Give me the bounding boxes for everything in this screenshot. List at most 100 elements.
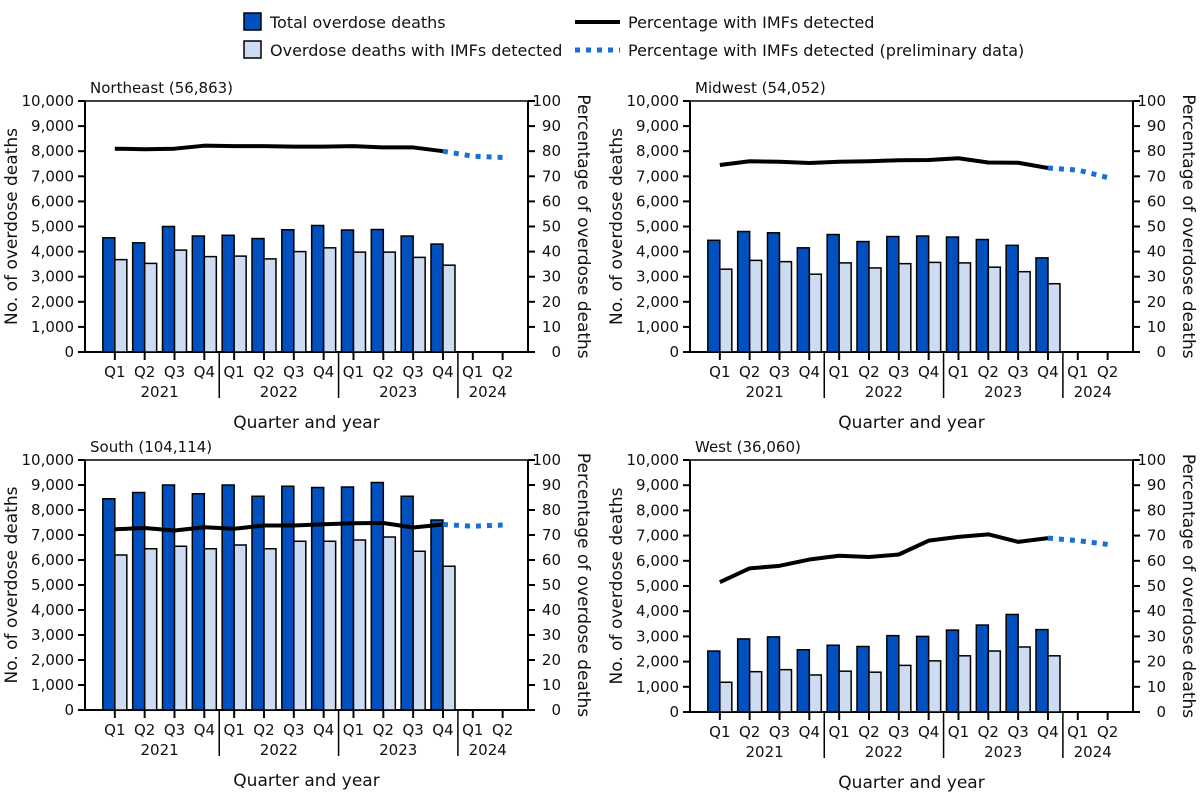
bar-imf — [1017, 646, 1031, 713]
bar-imf — [1047, 655, 1061, 713]
y-tick-label-left: 7,000 — [636, 167, 679, 185]
y-tick-label-right: 0 — [551, 343, 561, 361]
x-axis-title: Quarter and year — [233, 771, 379, 791]
x-tick-label: Q2 — [373, 721, 394, 739]
bar-imf — [957, 262, 972, 353]
line-pct-imf — [114, 143, 444, 154]
x-tick-label: Q3 — [888, 363, 909, 381]
y-tick-label-right: 50 — [542, 218, 561, 236]
bar-imf — [203, 255, 218, 353]
x-tick-label: Q1 — [462, 721, 483, 739]
x-tick-label: Q1 — [828, 363, 849, 381]
x-tick-label: Q1 — [709, 363, 730, 381]
y-tick-label-left: 3,000 — [31, 626, 74, 644]
y-tick-label-right: 20 — [1147, 653, 1166, 671]
x-tick-label: Q2 — [858, 363, 879, 381]
bar-total — [856, 645, 870, 713]
bar-imf — [748, 259, 763, 353]
y-tick-label-left: 7,000 — [636, 527, 679, 545]
x-tick-label: Q2 — [492, 363, 513, 381]
bar-imf — [322, 247, 337, 353]
legend-swatch-total — [243, 12, 262, 31]
bar-imf — [868, 671, 882, 713]
bar-total — [1005, 244, 1019, 353]
bar-total — [975, 238, 990, 353]
legend-label-pct: Percentage with IMFs detected — [628, 13, 874, 32]
x-tick-label: Q4 — [1037, 723, 1058, 741]
bar-imf — [987, 650, 1002, 713]
y-tick-label-right: 0 — [1156, 343, 1166, 361]
x-tick-label: Q4 — [799, 723, 820, 741]
bar-total — [766, 232, 781, 353]
bar-total — [856, 240, 870, 353]
y-tick-label-right: 40 — [542, 601, 561, 619]
y-tick-label-right: 100 — [1137, 92, 1166, 110]
bar-imf — [412, 550, 426, 711]
x-tick-label: Q2 — [373, 363, 394, 381]
y-axis-title-right: Percentage of overdose deaths — [1178, 94, 1198, 358]
x-tick-label: Q3 — [769, 723, 790, 741]
y-tick-label-left: 5,000 — [636, 218, 679, 236]
bar-total — [1035, 628, 1049, 713]
bar-imf — [143, 548, 158, 711]
legend: Total overdose deaths Overdose deaths wi… — [243, 12, 1024, 60]
line-pct-imf-preliminary — [442, 522, 503, 529]
x-tick-label: Q1 — [709, 723, 730, 741]
bar-imf — [927, 261, 942, 353]
x-tick-label: Q3 — [1007, 363, 1028, 381]
bar-total — [766, 636, 781, 713]
y-tick-label-left: 7,000 — [31, 526, 74, 544]
y-axis-title-left: No. of overdose deaths — [607, 128, 627, 325]
bar-total — [945, 629, 960, 713]
bar-total — [430, 519, 444, 711]
bar-total — [736, 230, 751, 353]
bar-imf — [838, 262, 852, 353]
bar-total — [707, 239, 721, 353]
bar-imf — [442, 264, 456, 353]
bar-total — [1005, 613, 1019, 713]
x-tick-label: Q1 — [223, 721, 244, 739]
y-tick-label-left: 1,000 — [31, 676, 74, 694]
panel-title: West (36,060) — [695, 438, 801, 456]
x-tick-label: Q3 — [888, 723, 909, 741]
y-tick-label-right: 60 — [542, 551, 561, 569]
x-tick-label: Q4 — [432, 363, 453, 381]
year-label: 2022 — [260, 741, 298, 759]
x-tick-label: Q4 — [313, 721, 334, 739]
y-tick-label-left: 4,000 — [636, 243, 679, 261]
bar-total — [915, 235, 930, 353]
year-label: 2022 — [865, 383, 903, 401]
y-tick-label-left: 3,000 — [636, 268, 679, 286]
y-tick-label-left: 8,000 — [31, 501, 74, 519]
y-tick-label-right: 70 — [542, 526, 561, 544]
year-label: 2023 — [379, 741, 417, 759]
bar-total — [281, 229, 295, 353]
x-tick-label: Q1 — [1067, 363, 1088, 381]
bar-imf — [442, 565, 456, 711]
year-label: 2024 — [469, 741, 507, 759]
y-tick-label-right: 10 — [542, 676, 561, 694]
bar-total — [886, 634, 900, 713]
bar-total — [161, 484, 176, 711]
y-tick-label-right: 70 — [1147, 527, 1166, 545]
y-tick-label-right: 30 — [1147, 627, 1166, 645]
bar-imf — [748, 670, 763, 713]
y-tick-label-right: 50 — [542, 576, 561, 594]
y-tick-label-left: 9,000 — [636, 117, 679, 135]
bar-total — [340, 229, 355, 353]
year-label: 2023 — [379, 383, 417, 401]
x-tick-label: Q4 — [432, 721, 453, 739]
bar-imf — [352, 539, 367, 711]
x-tick-label: Q2 — [739, 723, 760, 741]
bar-imf — [412, 256, 426, 353]
y-tick-label-left: 9,000 — [636, 476, 679, 494]
bar-imf — [719, 268, 733, 353]
y-tick-label-left: 10,000 — [627, 451, 680, 469]
bar-imf — [173, 249, 188, 353]
y-tick-label-left: 1,000 — [636, 678, 679, 696]
y-tick-label-right: 100 — [1137, 451, 1166, 469]
y-tick-label-left: 2,000 — [636, 293, 679, 311]
y-tick-label-right: 80 — [1147, 142, 1166, 160]
x-tick-label: Q2 — [739, 363, 760, 381]
x-tick-label: Q2 — [858, 723, 879, 741]
